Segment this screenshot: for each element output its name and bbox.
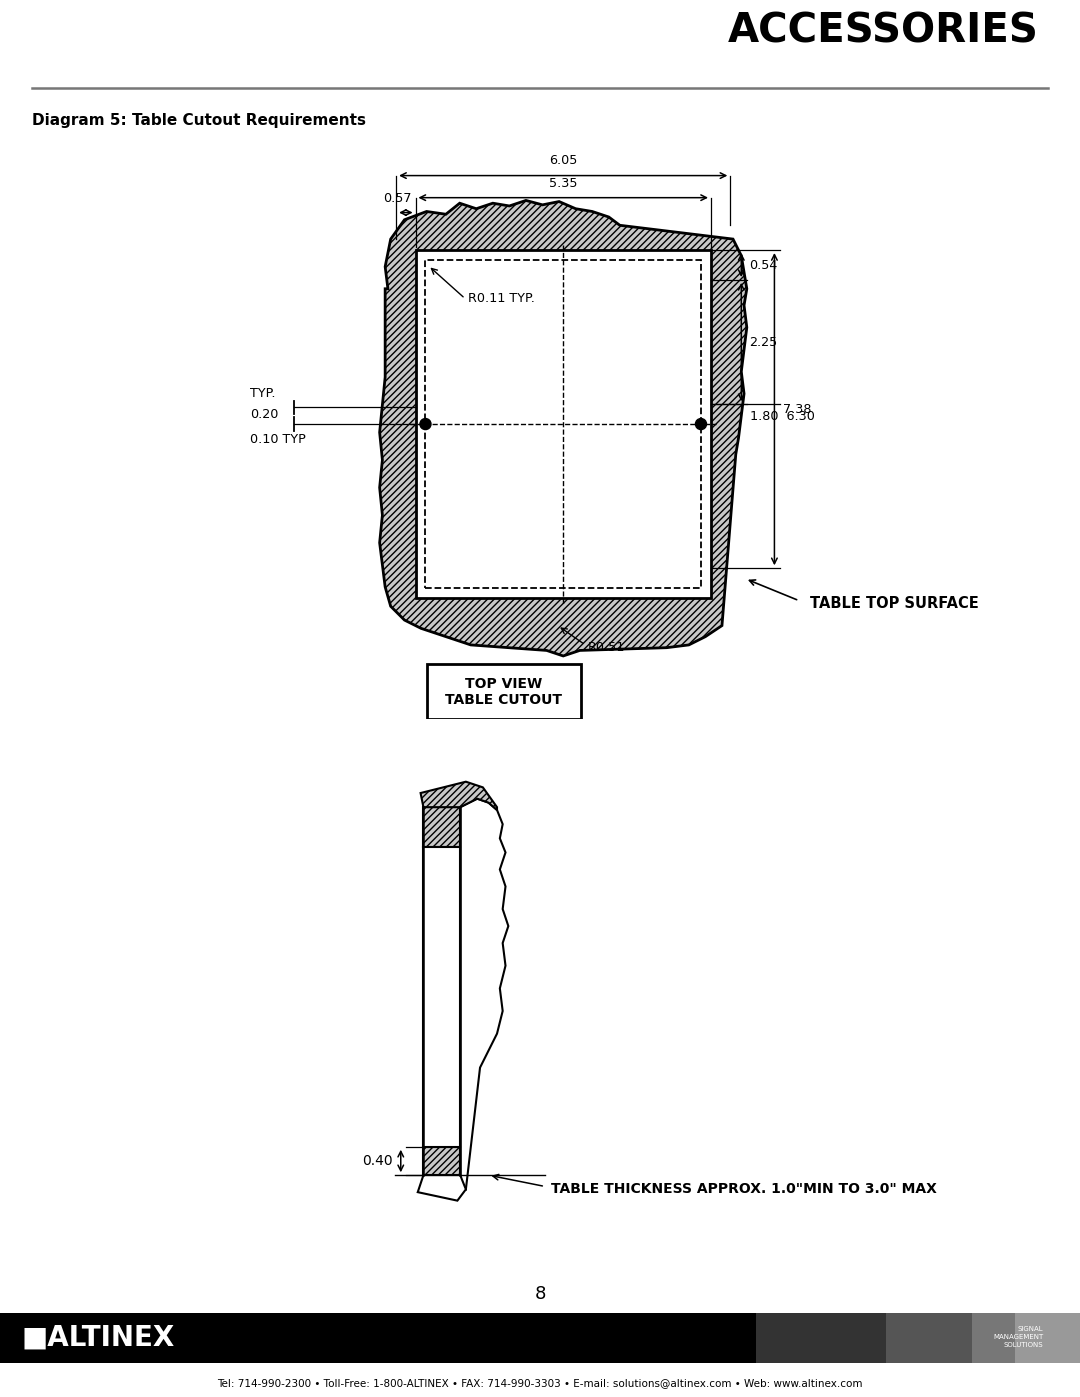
Text: 0.40: 0.40	[362, 1154, 392, 1168]
Text: 5.35: 5.35	[549, 177, 578, 190]
Text: ACCESSORIES: ACCESSORIES	[728, 11, 1039, 52]
Text: Diagram 5: Table Cutout Requirements: Diagram 5: Table Cutout Requirements	[32, 113, 366, 127]
Text: R0.11 TYP.: R0.11 TYP.	[468, 292, 535, 305]
Bar	[756, 1313, 1080, 1363]
Bar	[427, 664, 581, 719]
Text: 0.20: 0.20	[249, 408, 279, 420]
Polygon shape	[418, 1175, 465, 1200]
Text: 0.54: 0.54	[750, 258, 778, 271]
Text: 7.38: 7.38	[783, 402, 811, 416]
Bar	[972, 1313, 1080, 1363]
Circle shape	[696, 419, 706, 430]
Text: 8: 8	[535, 1285, 545, 1302]
Text: TABLE THICKNESS APPROX. 1.0"MIN TO 3.0" MAX: TABLE THICKNESS APPROX. 1.0"MIN TO 3.0" …	[551, 1182, 936, 1196]
Text: Tel: 714-990-2300 • Toll-Free: 1-800-ALTINEX • FAX: 714-990-3303 • E-mail: solut: Tel: 714-990-2300 • Toll-Free: 1-800-ALT…	[217, 1377, 863, 1387]
Text: 0.57: 0.57	[383, 191, 411, 205]
Bar	[423, 1147, 460, 1175]
Text: 2.25: 2.25	[750, 335, 778, 349]
Text: TYP.: TYP.	[249, 387, 275, 400]
Text: R0.51: R0.51	[589, 641, 625, 654]
Polygon shape	[460, 799, 509, 1189]
Text: SIGNAL
MANAGEMENT
SOLUTIONS: SIGNAL MANAGEMENT SOLUTIONS	[993, 1327, 1043, 1348]
Bar	[886, 1313, 1080, 1363]
Text: 0.10 TYP: 0.10 TYP	[249, 433, 306, 446]
Text: ■ALTINEX: ■ALTINEX	[22, 1323, 175, 1351]
Text: TABLE TOP SURFACE: TABLE TOP SURFACE	[810, 597, 980, 610]
Text: TOP VIEW
TABLE CUTOUT: TOP VIEW TABLE CUTOUT	[445, 676, 563, 707]
Text: 6.05: 6.05	[549, 154, 578, 168]
Circle shape	[420, 419, 431, 430]
Bar	[423, 847, 460, 1147]
Polygon shape	[420, 782, 497, 810]
Polygon shape	[380, 200, 746, 657]
Bar	[416, 250, 711, 598]
Bar	[1015, 1313, 1080, 1363]
Bar	[0, 1313, 1080, 1363]
Bar	[426, 260, 701, 588]
Text: 1.80  6.30: 1.80 6.30	[750, 409, 814, 423]
Bar	[423, 807, 460, 847]
